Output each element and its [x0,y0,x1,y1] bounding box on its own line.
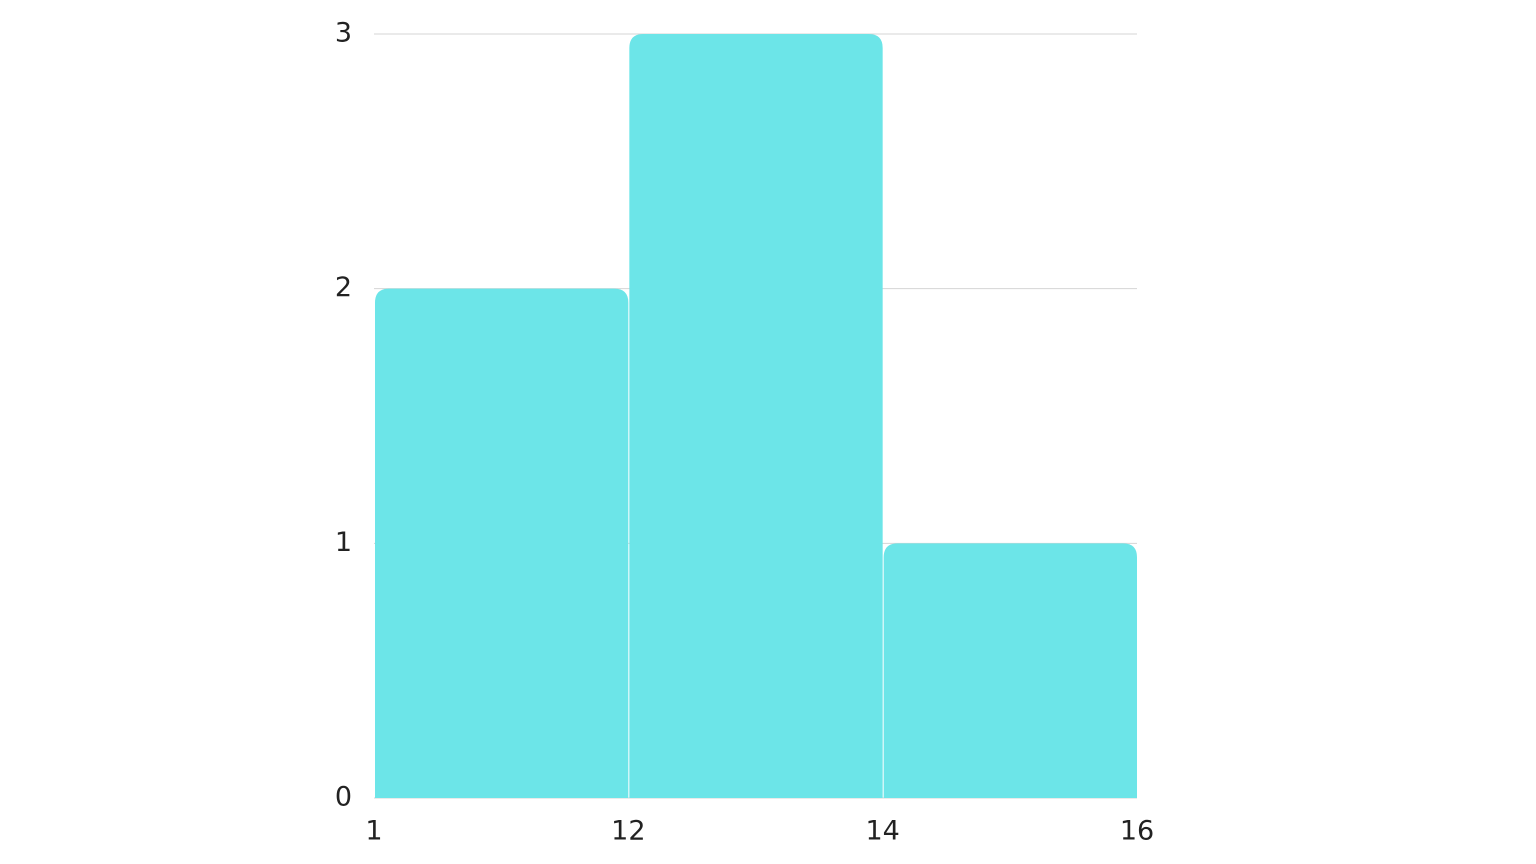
x-tick-label: 12 [611,816,645,847]
x-tick-label: 1 [365,816,382,847]
x-tick-label: 14 [865,816,899,847]
histogram-bar [629,34,883,798]
x-tick-label: 16 [1120,816,1154,847]
y-tick-label: 3 [335,18,352,49]
histogram-bar [883,543,1137,798]
y-tick-label: 2 [335,272,352,303]
histogram-bar [375,288,629,798]
y-tick-label: 1 [335,527,352,558]
y-tick-label: 0 [335,782,352,813]
